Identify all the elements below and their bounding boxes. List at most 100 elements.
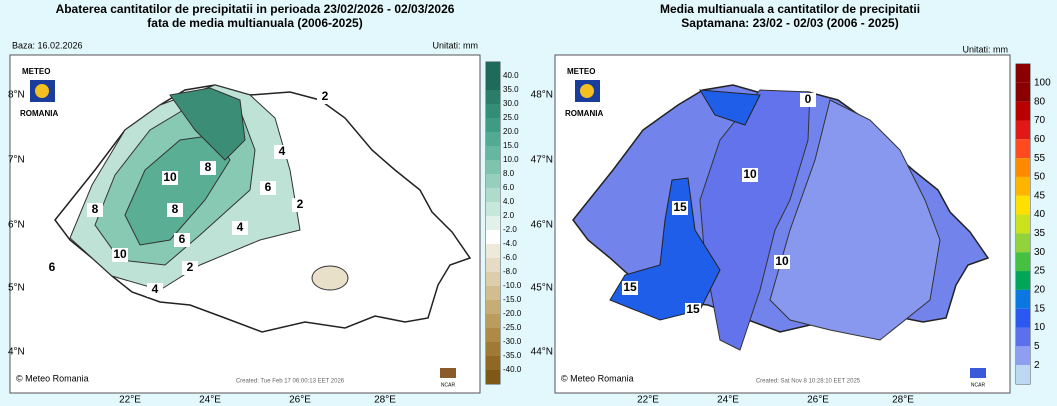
- colorbar-segment: [1016, 365, 1030, 384]
- legend-label: 20: [1034, 285, 1046, 296]
- lon-label: 24°E: [717, 395, 739, 406]
- legend-label: 15: [1034, 303, 1046, 314]
- units: Unitati: mm: [962, 44, 1008, 54]
- created: Created: Sat Nov 8 10:28:10 EET 2025: [756, 379, 861, 385]
- credit: © Meteo Romania: [16, 373, 89, 383]
- contour-label-bg: [232, 221, 248, 235]
- contour-label: 4: [152, 282, 159, 296]
- colorbar-segment: [1016, 82, 1030, 102]
- lon-label: 28°E: [374, 395, 396, 406]
- lat-label: 7°N: [8, 155, 25, 166]
- contour-label: 15: [673, 200, 687, 214]
- legend-label: 70: [1034, 115, 1046, 126]
- legend-label: 6.0: [503, 183, 515, 192]
- contour-label-bg: [147, 283, 163, 297]
- base-date: Baza: 16.02.2026: [12, 40, 83, 50]
- colorbar-segment: [486, 202, 500, 216]
- contour-label: 8: [205, 160, 212, 174]
- contour-label-bg: [174, 233, 190, 247]
- contour-label: 10: [113, 247, 127, 261]
- logo-icon: [35, 84, 49, 98]
- contour-label-bg: [200, 161, 216, 175]
- legend-label: -6.0: [503, 253, 517, 262]
- colorbar-segment: [486, 370, 500, 384]
- contour-label: 15: [623, 280, 637, 294]
- legend-label: -10.0: [503, 281, 522, 290]
- credit: © Meteo Romania: [561, 373, 634, 383]
- colorbar-segment: [1016, 289, 1030, 309]
- legend-label: 80: [1034, 96, 1046, 107]
- legend-label: 2.0: [503, 211, 515, 220]
- contour-label: 15: [686, 302, 700, 316]
- contour-label: 4: [279, 144, 286, 158]
- legend-label: 30.0: [503, 99, 519, 108]
- ncar: NCAR: [441, 382, 456, 388]
- lat-label: 45°N: [531, 283, 553, 294]
- contour-label-bg: [167, 203, 183, 217]
- contour-label-bg: [87, 203, 103, 217]
- logo-text: METEO: [22, 67, 50, 76]
- colorbar-segment: [486, 300, 500, 314]
- legend-label: 4.0: [503, 197, 515, 206]
- colorbar-segment: [486, 160, 500, 174]
- contour-label: 2: [297, 197, 304, 211]
- colorbar-segment: [1016, 64, 1030, 83]
- contour-label: 8: [172, 202, 179, 216]
- legend-label: -25.0: [503, 323, 522, 332]
- legend-label: 55: [1034, 153, 1046, 164]
- legend-label: 35: [1034, 228, 1046, 239]
- zone: [699, 89, 811, 351]
- colorbar-segment: [486, 230, 500, 244]
- contour-label-bg: [182, 261, 198, 275]
- legend-label: 50: [1034, 172, 1046, 183]
- contour-label: 6: [265, 180, 272, 194]
- ncar: NCAR: [971, 382, 986, 388]
- zone: [769, 99, 941, 341]
- colorbar-segment: [1016, 233, 1030, 253]
- colorbar-segment: [1016, 308, 1030, 328]
- legend-label: 15.0: [503, 141, 519, 150]
- title: Saptamana: 23/02 - 02/03 (2006 - 2025): [681, 16, 898, 30]
- logo-text: METEO: [567, 67, 595, 76]
- colorbar-segment: [486, 258, 500, 272]
- legend-label: -35.0: [503, 351, 522, 360]
- contour-label-bg: [292, 198, 308, 212]
- contour-label-bg: [260, 181, 276, 195]
- lat-label: 47°N: [531, 155, 553, 166]
- contour-label-bg: [112, 248, 128, 262]
- colorbar-segment: [486, 146, 500, 160]
- legend-label: 10.0: [503, 155, 519, 164]
- colorbar-segment: [1016, 327, 1030, 347]
- legend-label: 60: [1034, 134, 1046, 145]
- contour-label: 10: [775, 254, 789, 268]
- colorbar-segment: [486, 76, 500, 90]
- units: Unitati: mm: [432, 40, 478, 50]
- legend-label: 20.0: [503, 127, 519, 136]
- lon-label: 28°E: [892, 395, 914, 406]
- contour-label-bg: [800, 93, 816, 107]
- legend-label: 25.0: [503, 113, 519, 122]
- colorbar-segment: [486, 272, 500, 286]
- colorbar-segment: [1016, 139, 1030, 159]
- legend-label: 30: [1034, 247, 1046, 258]
- contour-label-bg: [685, 303, 701, 317]
- legend-label: -40.0: [503, 365, 522, 374]
- legend-label: 45: [1034, 190, 1046, 201]
- colorbar-segment: [1016, 346, 1030, 366]
- legend-label: 10: [1034, 322, 1046, 333]
- lat-label: 5°N: [8, 283, 25, 294]
- contour-label: 0: [805, 92, 812, 106]
- title: Abaterea cantitatilor de precipitatii in…: [56, 2, 455, 16]
- contour-label: 2: [322, 89, 329, 103]
- negative-zone: [311, 265, 349, 291]
- right-panel: [554, 54, 1031, 394]
- title: fata de media multianuala (2006-2025): [147, 16, 362, 30]
- colorbar-segment: [486, 118, 500, 132]
- lat-label: 46°N: [531, 220, 553, 231]
- contour-label-bg: [44, 261, 60, 275]
- lat-label: 44°N: [531, 347, 553, 358]
- colorbar-segment: [1016, 176, 1030, 196]
- colorbar-segment: [1016, 271, 1030, 290]
- contour-label: 8: [92, 202, 99, 216]
